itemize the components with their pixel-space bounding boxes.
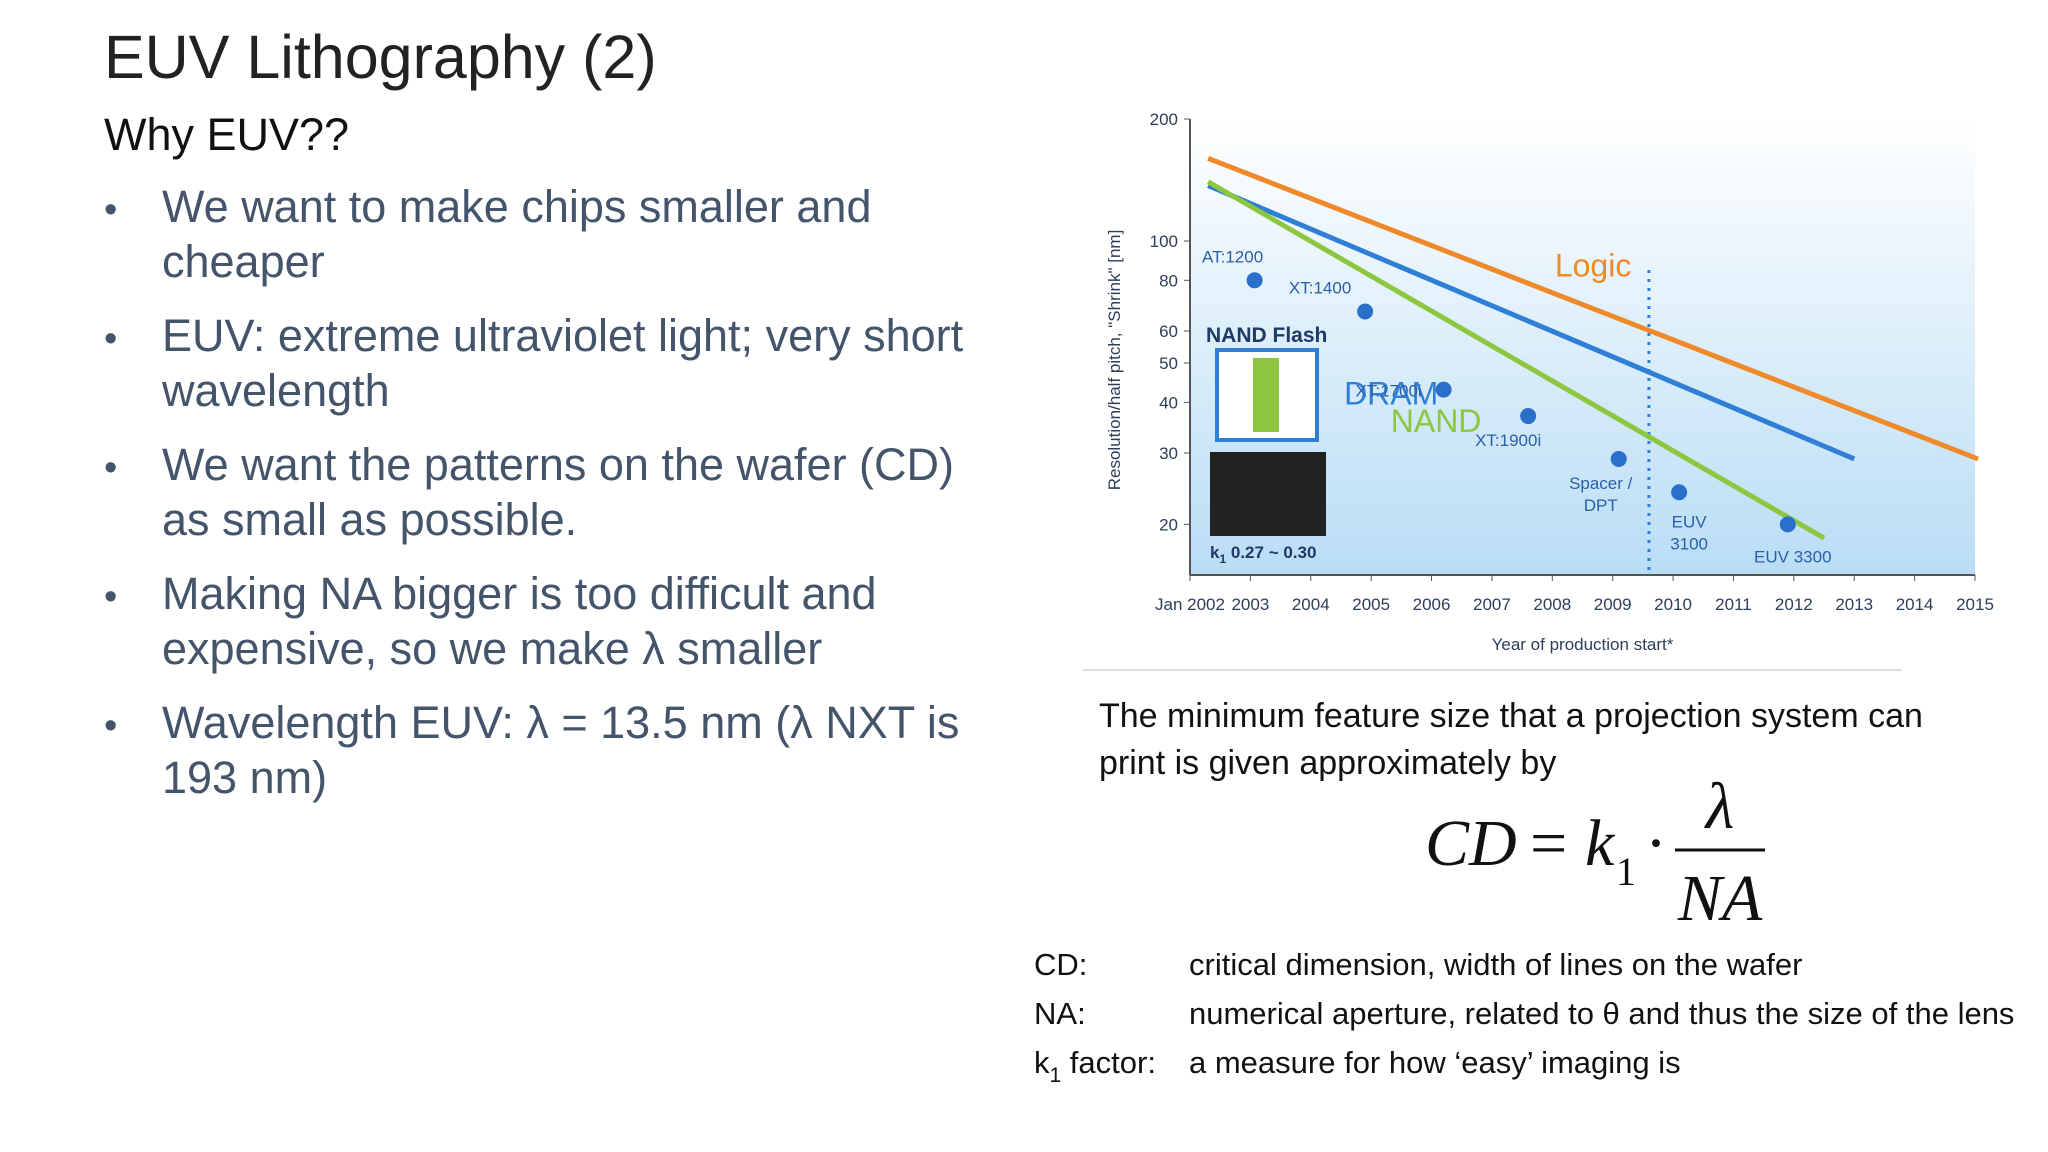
bullet-text: expensive, so we make λ smaller	[162, 623, 822, 674]
bullet-text: We want the patterns on the wafer (CD)	[162, 439, 954, 490]
bullet-text: as small as possible.	[162, 494, 577, 545]
bullet-symbol: •	[104, 318, 117, 360]
x-tick-label: 2014	[1896, 595, 1934, 614]
trend-line	[1207, 155, 1979, 462]
x-tick-label: 2009	[1594, 595, 1632, 614]
definition-text: numerical aperture, related to θ and thu…	[1189, 996, 2014, 1031]
x-tick-label: 2008	[1533, 595, 1571, 614]
series-label: DRAM	[1344, 375, 1438, 411]
definition-text: critical dimension, width of lines on th…	[1189, 947, 1802, 982]
x-axis-label: Year of production start*	[1492, 635, 1674, 654]
y-tick-label: 20	[1159, 515, 1178, 534]
point-label: XT:1400	[1289, 279, 1351, 298]
bullet-text: EUV: extreme ultraviolet light; very sho…	[162, 310, 964, 361]
formula-k-sub: 1	[1616, 849, 1636, 894]
point-label: XT:1900i	[1475, 431, 1541, 450]
bullet-symbol: •	[104, 447, 117, 489]
point-label: DPT	[1584, 496, 1618, 515]
x-tick-label: 2006	[1413, 595, 1451, 614]
y-tick-label: 100	[1150, 232, 1178, 251]
bullet-text: 193 nm)	[162, 752, 327, 803]
data-point	[1246, 272, 1263, 289]
formula-numerator: λ	[1704, 770, 1735, 843]
title: EUV Lithography (2)	[104, 23, 657, 91]
x-tick-label: 2012	[1775, 595, 1813, 614]
formula-k: k	[1585, 807, 1616, 880]
formula-lhs: CD	[1425, 807, 1517, 880]
k-sub: 1	[1219, 552, 1226, 566]
data-point	[1435, 381, 1452, 398]
series-label: Logic	[1555, 248, 1632, 284]
x-tick-label: 2013	[1835, 595, 1873, 614]
inset-title: NAND Flash	[1206, 324, 1327, 347]
inset-cell	[1253, 358, 1279, 432]
formula-intro: The minimum feature size that a projecti…	[1099, 697, 1923, 735]
trend-line	[1207, 183, 1856, 462]
bullet-symbol: •	[104, 576, 117, 618]
definition-term: NA:	[1034, 996, 1086, 1031]
formula-intro: print is given approximately by	[1099, 744, 1556, 782]
y-tick-label: 50	[1159, 354, 1178, 373]
point-label: Spacer /	[1569, 474, 1633, 493]
subtitle: Why EUV??	[104, 109, 349, 160]
data-point	[1671, 484, 1688, 501]
data-point	[1610, 450, 1627, 467]
bullet-symbol: •	[104, 189, 117, 231]
point-label: 3100	[1670, 534, 1708, 553]
term-sub: 1	[1050, 1064, 1062, 1087]
x-tick-label: 2011	[1715, 595, 1752, 614]
x-tick-label: 2015	[1956, 595, 1994, 614]
term-rest: factor:	[1061, 1045, 1156, 1080]
point-label: EUV 3300	[1754, 547, 1832, 566]
bullet-text: We want to make chips smaller and	[162, 181, 871, 232]
bullet-text: cheaper	[162, 236, 325, 287]
y-tick-label: 200	[1150, 110, 1178, 129]
point-label: EUV	[1672, 512, 1708, 531]
bullet-symbol: •	[104, 705, 117, 747]
bullet-text: Wavelength EUV: λ = 13.5 nm (λ NXT is	[162, 697, 959, 748]
data-point	[1779, 516, 1796, 533]
definition-term: k1 factor:	[1034, 1045, 1156, 1087]
y-axis-label: Resolution/half pitch, "Shrink" [nm]	[1105, 230, 1124, 491]
x-tick-label: Jan 2002	[1155, 595, 1225, 614]
inset-image	[1210, 452, 1326, 536]
formula-dot: ·	[1645, 807, 1667, 880]
point-label: AT:1200	[1202, 247, 1263, 266]
definition-term: CD:	[1034, 947, 1087, 982]
y-tick-label: 60	[1159, 322, 1178, 341]
bullet-text: wavelength	[161, 365, 390, 416]
x-tick-label: 2007	[1473, 595, 1511, 614]
y-tick-label: 40	[1159, 393, 1178, 412]
y-tick-label: 80	[1159, 271, 1178, 290]
k: k	[1210, 543, 1220, 562]
x-tick-label: 2010	[1654, 595, 1692, 614]
x-tick-label: 2005	[1352, 595, 1390, 614]
trend-line	[1206, 179, 1826, 541]
y-tick-label: 30	[1159, 444, 1178, 463]
formula-denominator: NA	[1677, 862, 1763, 935]
data-point	[1357, 303, 1374, 320]
data-point	[1520, 408, 1537, 425]
definition-text: a measure for how ‘easy’ imaging is	[1189, 1045, 1681, 1080]
series-label: NAND	[1391, 403, 1482, 439]
k-rest: 0.27 ~ 0.30	[1226, 543, 1316, 562]
formula-equals: =	[1530, 807, 1567, 880]
inset-k: k1 0.27 ~ 0.30	[1210, 543, 1316, 566]
x-tick-label: 2003	[1231, 595, 1269, 614]
point-label: XT:1700i	[1356, 382, 1422, 401]
x-tick-label: 2004	[1292, 595, 1330, 614]
bullet-text: Making NA bigger is too difficult and	[162, 568, 877, 619]
